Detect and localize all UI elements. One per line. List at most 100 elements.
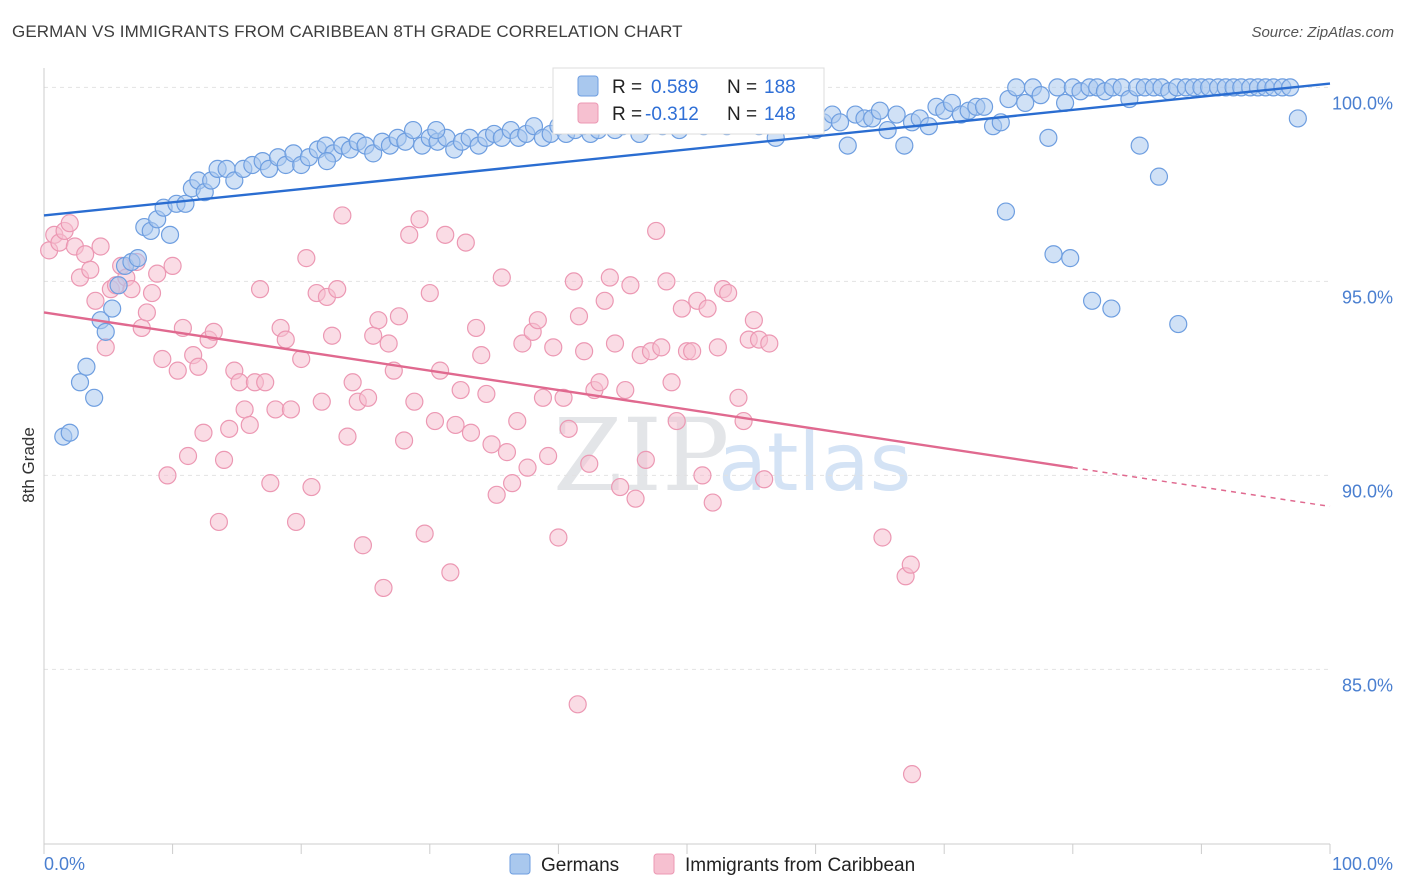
caribbean-point <box>312 392 331 411</box>
r-value-germans: 0.589 <box>651 77 699 98</box>
german-point <box>128 249 147 268</box>
caribbean-point <box>533 388 553 407</box>
german-point <box>176 194 195 213</box>
caribbean-point <box>400 225 419 244</box>
caribbean-point <box>441 563 460 582</box>
caribbean-point <box>497 443 517 462</box>
stats-legend: R = 0.589 N = 188 R = -0.312 N = 148 <box>552 67 825 135</box>
caribbean-point <box>451 380 470 400</box>
caribbean-point <box>189 357 208 376</box>
caribbean-point <box>503 474 522 493</box>
trend-line-germans <box>43 82 1331 217</box>
german-point <box>1039 128 1058 147</box>
caribbean-point <box>81 260 100 279</box>
german-point <box>427 120 446 140</box>
caribbean-point <box>220 419 239 438</box>
caribbean-point <box>636 450 655 469</box>
caribbean-point <box>91 237 110 256</box>
caribbean-point <box>86 291 105 310</box>
caribbean-point <box>554 388 573 407</box>
stats-legend-swatch-germans <box>577 75 599 97</box>
german-point <box>317 152 337 171</box>
caribbean-point <box>508 411 527 431</box>
y-tick-label-0: 85.0% <box>1342 675 1393 695</box>
caribbean-point <box>436 225 455 244</box>
german-point <box>70 373 90 392</box>
german-point <box>85 388 104 407</box>
caribbean-point <box>60 214 79 233</box>
caribbean-point <box>240 415 259 435</box>
caribbean-point <box>708 338 727 357</box>
watermark: ZIP atlas <box>553 397 911 514</box>
caribbean-point <box>662 373 681 392</box>
caribbean-point <box>487 485 506 504</box>
source-label: Source: ZipAtlas.com <box>1251 24 1394 41</box>
caribbean-point <box>261 474 280 493</box>
caribbean-point <box>425 411 445 431</box>
caribbean-point <box>564 272 583 291</box>
caribbean-point <box>276 330 295 349</box>
caribbean-point <box>902 765 922 784</box>
caribbean-point <box>266 400 285 419</box>
legend-label-germans: Germans <box>541 855 619 876</box>
caribbean-point <box>621 276 640 295</box>
caribbean-point <box>250 280 270 299</box>
caribbean-point <box>482 435 501 454</box>
german-point <box>996 202 1016 221</box>
caribbean-point <box>569 307 589 326</box>
caribbean-point <box>657 272 676 291</box>
caribbean-point <box>672 299 691 318</box>
r-label-caribbean: R = <box>612 104 647 125</box>
r-label-germans: R = <box>612 77 647 98</box>
r-value-caribbean: -0.312 <box>645 104 699 125</box>
caribbean-point <box>343 373 362 392</box>
caribbean-point <box>389 307 409 326</box>
german-point <box>887 105 906 124</box>
caribbean-point <box>178 446 198 466</box>
bottom-legend: Germans Immigrants from Caribbean <box>509 853 915 876</box>
caribbean-point <box>698 299 717 318</box>
caribbean-point <box>539 446 558 466</box>
caribbean-point <box>256 373 275 392</box>
caribbean-point <box>667 411 686 431</box>
german-point <box>1082 291 1102 310</box>
trend-lines <box>43 82 1331 508</box>
german-point <box>160 225 180 244</box>
caribbean-point <box>456 233 475 252</box>
caribbean-point <box>760 334 779 353</box>
caribbean-point <box>420 283 439 303</box>
stats-row-germans: R = 0.589 N = 188 <box>612 77 796 98</box>
caribbean-point <box>729 388 748 407</box>
caribbean-point <box>575 342 594 361</box>
caribbean-point <box>466 318 486 338</box>
caribbean-point <box>374 578 393 598</box>
caribbean-point <box>446 415 465 435</box>
y-tick-label-3: 100.0% <box>1332 93 1393 113</box>
axes <box>43 68 1331 854</box>
caribbean-point <box>302 477 321 497</box>
german-point <box>1169 314 1188 334</box>
y-tick-label-2: 95.0% <box>1342 287 1393 307</box>
caribbean-point <box>568 695 587 714</box>
german-point <box>1130 136 1149 155</box>
caribbean-point <box>358 388 378 407</box>
german-point <box>1048 78 1067 97</box>
caribbean-point <box>209 512 228 532</box>
n-label-germans: N = <box>727 77 762 98</box>
caribbean-point <box>477 384 496 404</box>
y-tick-label-1: 90.0% <box>1342 481 1393 501</box>
german-point <box>1102 299 1121 318</box>
stats-row-caribbean: R = -0.312 N = 148 <box>612 104 796 125</box>
caribbean-point <box>163 256 182 275</box>
german-point <box>1016 93 1035 113</box>
caribbean-point <box>683 342 702 361</box>
caribbean-point <box>235 400 254 419</box>
caribbean-point <box>142 283 162 303</box>
caribbean-point <box>693 466 712 485</box>
caribbean-point <box>605 334 625 353</box>
stats-legend-swatch-caribbean <box>577 102 599 124</box>
n-value-germans: 188 <box>764 77 796 98</box>
caribbean-point <box>148 264 167 283</box>
x-tick-label-0: 0.0% <box>44 854 85 874</box>
